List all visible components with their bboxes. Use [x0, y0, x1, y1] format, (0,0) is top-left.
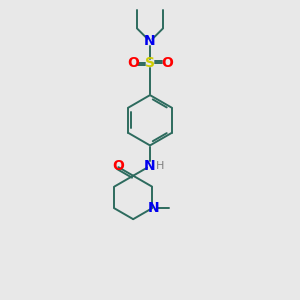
Text: O: O — [161, 56, 173, 70]
Text: N: N — [147, 201, 159, 215]
Text: H: H — [155, 161, 164, 171]
Text: O: O — [127, 56, 139, 70]
Text: O: O — [112, 159, 124, 173]
Text: N: N — [144, 159, 156, 173]
Text: N: N — [144, 34, 156, 48]
Text: S: S — [145, 56, 155, 70]
